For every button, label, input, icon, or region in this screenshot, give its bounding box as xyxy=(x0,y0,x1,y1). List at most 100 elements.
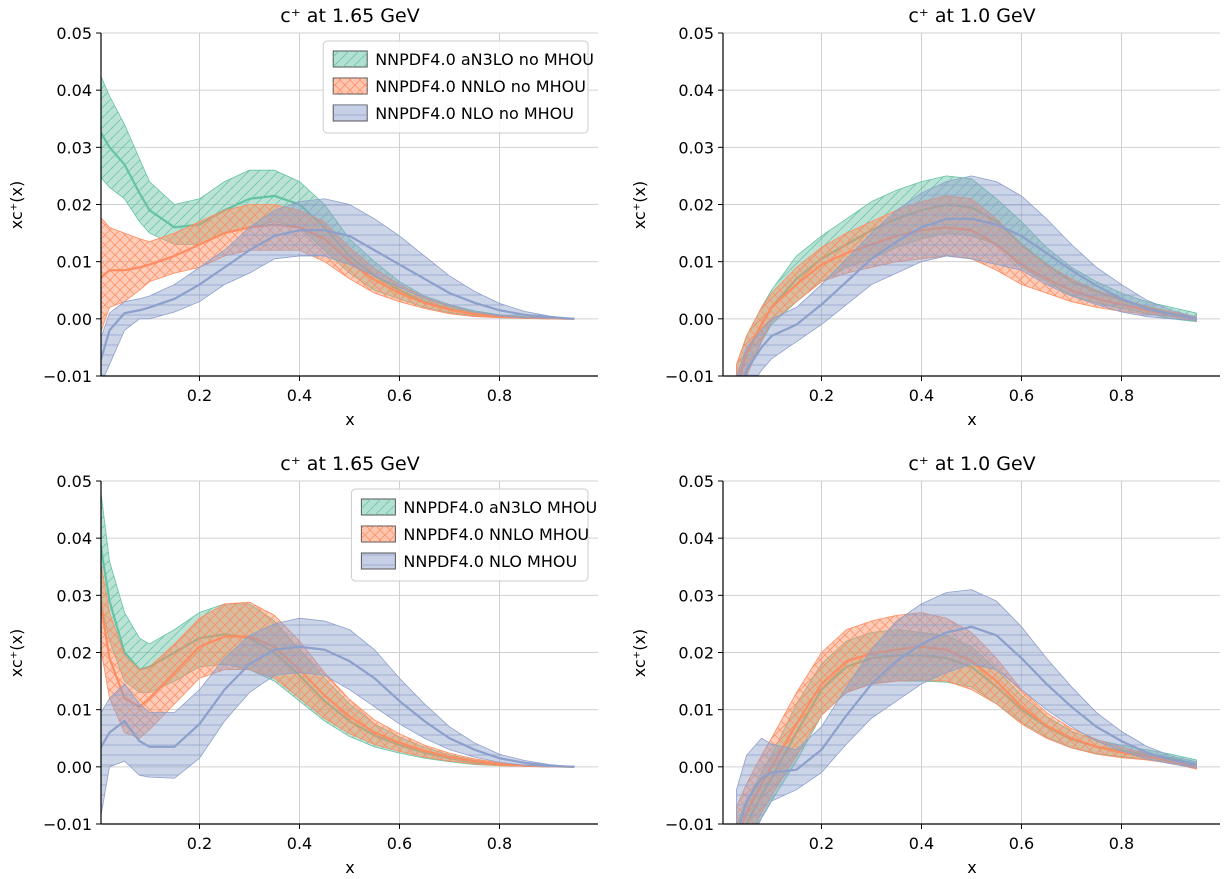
y-tick-label: 0.01 xyxy=(56,701,92,720)
legend-label: NNPDF4.0 aN3LO MHOU xyxy=(403,498,597,517)
y-tick-label: 0.03 xyxy=(56,586,92,605)
x-tick-label: 0.2 xyxy=(187,834,212,853)
panel-title: c⁺ at 1.65 GeV xyxy=(280,5,419,27)
legend-item-an3lo: NNPDF4.0 aN3LO no MHOU xyxy=(332,50,594,69)
x-tick-label: 0.2 xyxy=(187,386,212,405)
x-tick-label: 0.4 xyxy=(287,834,312,853)
panel-top-right: c⁺ at 1.0 GeV x xc⁺(x) 0.05 0.04 0.03 0.02 0… xyxy=(630,5,1220,429)
y-tick-label: 0.00 xyxy=(56,310,92,329)
y-tick-label: −0.01 xyxy=(665,815,714,834)
y-tick-label: 0.00 xyxy=(678,758,714,777)
y-tick-label: 0.01 xyxy=(678,701,714,720)
legend-swatch-hatch xyxy=(333,78,368,94)
series-layer xyxy=(736,589,1197,824)
legend: NNPDF4.0 aN3LO no MHOU NNPDF4.0 NNLO no M… xyxy=(322,40,594,134)
series-layer xyxy=(101,489,575,818)
y-tick-label: 0.02 xyxy=(56,644,92,663)
y-tick-label: 0.02 xyxy=(678,196,714,215)
x-tick-label: 0.4 xyxy=(287,386,312,405)
legend-swatch-hatch xyxy=(333,105,368,121)
y-tick-label: −0.01 xyxy=(43,815,92,834)
plot-area: 0.05 0.04 0.03 0.02 0.01 0.00 −0.01 0.2 0.4 0.6 0.… xyxy=(43,24,598,405)
line-nnlo xyxy=(101,597,575,768)
x-axis-label: x xyxy=(345,858,354,877)
band-hatch-an3lo xyxy=(736,175,1197,376)
line-nlo xyxy=(738,625,1197,824)
x-tick-label: 0.8 xyxy=(487,386,512,405)
panel-title: c⁺ at 1.0 GeV xyxy=(908,5,1035,27)
x-axis-label: x xyxy=(967,858,976,877)
legend-swatch-hatch xyxy=(361,526,396,542)
x-axis-label: x xyxy=(345,410,354,429)
y-tick-label: 0.04 xyxy=(678,81,714,100)
legend-label: NNPDF4.0 aN3LO no MHOU xyxy=(375,50,594,69)
legend-label: NNPDF4.0 NNLO no MHOU xyxy=(375,77,586,96)
band-hatch-nnlo xyxy=(736,195,1197,376)
x-tick-label: 0.6 xyxy=(387,834,412,853)
line-nlo xyxy=(101,645,575,768)
y-tick-label: 0.01 xyxy=(56,253,92,272)
y-tick-label: 0.04 xyxy=(678,529,714,548)
plot-area: 0.05 0.04 0.03 0.02 0.01 0.00 −0.01 0.2 0.4 0.6 0.… xyxy=(665,472,1220,853)
x-tick-label: 0.2 xyxy=(809,834,834,853)
y-axis-label: xc⁺(x) xyxy=(630,629,649,677)
legend: NNPDF4.0 aN3LO MHOU NNPDF4.0 NNLO MHOU NNP… xyxy=(350,488,597,582)
series-layer xyxy=(736,175,1197,376)
y-tick-label: 0.04 xyxy=(56,81,92,100)
y-tick-label: 0.05 xyxy=(56,472,92,491)
y-tick-label: 0.04 xyxy=(56,529,92,548)
legend-item-nnlo: NNPDF4.0 NNLO MHOU xyxy=(360,525,589,544)
x-tick-label: 0.6 xyxy=(387,386,412,405)
y-axis-label: xc⁺(x) xyxy=(7,629,26,677)
panel-top-left: c⁺ at 1.65 GeV x xc⁺(x) 0.05 0.04 0.03 0.02… xyxy=(7,5,598,429)
y-axis-label: xc⁺(x) xyxy=(630,181,649,229)
legend-label: NNPDF4.0 NLO MHOU xyxy=(403,552,577,571)
x-axis-label: x xyxy=(967,410,976,429)
legend-label: NNPDF4.0 NLO no MHOU xyxy=(375,104,574,123)
legend-item-nlo: NNPDF4.0 NLO MHOU xyxy=(360,552,577,571)
panel-title: c⁺ at 1.0 GeV xyxy=(908,453,1035,475)
legend-swatch-hatch xyxy=(361,553,396,569)
band-hatch-nlo xyxy=(736,175,1197,376)
band-hatch-nlo xyxy=(101,618,575,816)
x-tick-label: 0.6 xyxy=(1009,834,1034,853)
x-tick-label: 0.4 xyxy=(909,386,934,405)
panel-bottom-right: c⁺ at 1.0 GeV x xc⁺(x) 0.050.040.030.020… xyxy=(630,453,1220,877)
line-nlo xyxy=(101,229,575,364)
y-tick-label: 0.05 xyxy=(678,24,714,43)
legend-label: NNPDF4.0 NNLO MHOU xyxy=(403,525,589,544)
y-tick-label: 0.02 xyxy=(678,644,714,663)
y-axis-label: xc⁺(x) xyxy=(7,181,26,229)
plot-area: 0.05 0.04 0.03 0.02 0.01 0.00 −0.01 0.2 0.4 0.6 0.… xyxy=(43,472,598,853)
legend-swatch-hatch xyxy=(361,499,396,515)
line-nlo xyxy=(743,217,1197,376)
y-tick-label: 0.05 xyxy=(678,472,714,491)
y-tick-label: 0.00 xyxy=(678,310,714,329)
band-hatch-nnlo xyxy=(101,563,575,767)
y-tick-label: −0.01 xyxy=(43,367,92,386)
legend-item-nnlo: NNPDF4.0 NNLO no MHOU xyxy=(332,77,586,96)
panel-bottom-left: c⁺ at 1.65 GeV x xc⁺(x) 0.05 0.04 0.03 0.02… xyxy=(7,453,598,877)
x-tick-label: 0.2 xyxy=(809,386,834,405)
y-tick-label: 0.00 xyxy=(56,758,92,777)
y-tick-label: 0.05 xyxy=(56,24,92,43)
x-tick-label: 0.8 xyxy=(1109,834,1134,853)
legend-swatch-hatch xyxy=(333,51,368,67)
x-tick-label: 0.8 xyxy=(1109,386,1134,405)
band-hatch-nlo xyxy=(736,589,1197,824)
legend-item-an3lo: NNPDF4.0 aN3LO MHOU xyxy=(360,498,597,517)
y-tick-label: 0.03 xyxy=(678,586,714,605)
y-tick-label: 0.03 xyxy=(56,138,92,157)
plot-area: 0.05 0.04 0.03 0.02 0.01 0.00 −0.01 0.2 0.4 0.6 0.… xyxy=(665,24,1220,405)
x-tick-label: 0.4 xyxy=(909,834,934,853)
band-hatch-nnlo xyxy=(736,612,1197,824)
x-tick-label: 0.8 xyxy=(487,834,512,853)
y-tick-label: 0.03 xyxy=(678,138,714,157)
y-tick-label: −0.01 xyxy=(665,367,714,386)
series-layer xyxy=(101,75,575,376)
y-tick-label: 0.02 xyxy=(56,196,92,215)
legend-frame xyxy=(322,40,589,134)
legend-frame xyxy=(350,488,589,582)
x-tick-label: 0.6 xyxy=(1009,386,1034,405)
